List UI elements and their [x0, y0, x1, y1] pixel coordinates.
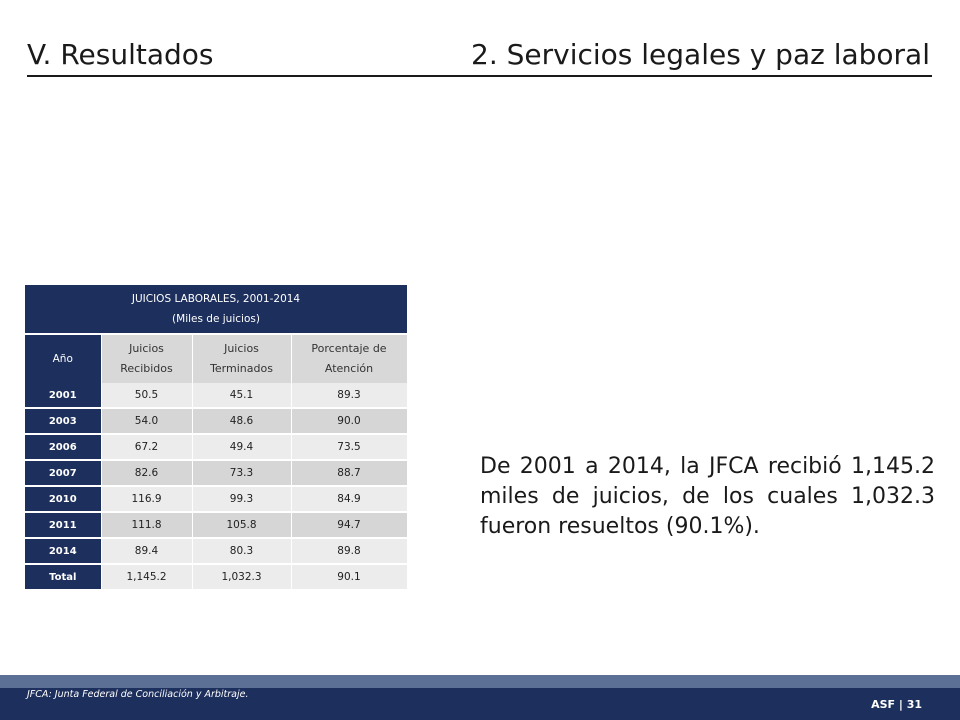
subsection-title: 2. Servicios legales y paz laboral	[471, 38, 930, 71]
terminados-cell: 45.1	[192, 383, 292, 409]
table-body: 2001 50.5 45.1 89.3 2003 54.0 48.6 90.0 2006 67.2…	[25, 383, 408, 591]
table-row: 2006 67.2 49.4 73.5	[25, 434, 408, 461]
porcentaje-cell: 89.8	[291, 538, 408, 565]
table-header-row: Año Juicios Recibidos Juicios Terminados…	[25, 334, 408, 383]
terminados-cell: 49.4	[192, 434, 292, 461]
column-header-year: Año	[25, 334, 102, 383]
column-header-terminados: Juicios Terminados	[192, 334, 292, 383]
recibidos-cell: 89.4	[101, 538, 193, 565]
recibidos-cell: 1,145.2	[101, 564, 193, 591]
year-cell: 2001	[25, 383, 102, 409]
recibidos-cell: 54.0	[101, 408, 193, 435]
terminados-cell: 48.6	[192, 408, 292, 435]
recibidos-cell: 67.2	[101, 434, 193, 461]
table-subtitle: (Miles de juicios)	[172, 313, 260, 325]
footer-note: JFCA: Junta Federal de Conciliación y Ar…	[27, 689, 249, 700]
porcentaje-cell: 88.7	[291, 460, 408, 487]
table-caption: JUICIOS LABORALES, 2001-2014 (Miles de j…	[25, 285, 407, 335]
year-cell: 2010	[25, 486, 102, 513]
table-row: 2003 54.0 48.6 90.0	[25, 408, 408, 435]
page-number: ASF | 31	[871, 698, 922, 711]
terminados-cell: 105.8	[192, 512, 292, 539]
table-row: 2007 82.6 73.3 88.7	[25, 460, 408, 487]
table-row: 2011 111.8 105.8 94.7	[25, 512, 408, 539]
table-title: JUICIOS LABORALES, 2001-2014	[131, 293, 301, 305]
terminados-cell: 99.3	[192, 486, 292, 513]
terminados-cell: 73.3	[192, 460, 292, 487]
year-cell: 2006	[25, 434, 102, 461]
title-divider	[27, 75, 932, 77]
table-row: 2014 89.4 80.3 89.8	[25, 538, 408, 565]
terminados-cell: 1,032.3	[192, 564, 292, 591]
year-cell: 2003	[25, 408, 102, 435]
porcentaje-cell: 90.0	[291, 408, 408, 435]
porcentaje-cell: 89.3	[291, 383, 408, 409]
porcentaje-cell: 90.1	[291, 564, 408, 591]
section-title: V. Resultados	[27, 38, 214, 71]
recibidos-cell: 50.5	[101, 383, 193, 409]
table-row: Total 1,145.2 1,032.3 90.1	[25, 564, 408, 591]
recibidos-cell: 116.9	[101, 486, 193, 513]
table-row: 2010 116.9 99.3 84.9	[25, 486, 408, 513]
column-header-porcentaje: Porcentaje de Atención	[291, 334, 408, 383]
summary-paragraph: De 2001 a 2014, la JFCA recibió 1,145.2 …	[480, 454, 935, 539]
year-cell: 2007	[25, 460, 102, 487]
terminados-cell: 80.3	[192, 538, 292, 565]
table-row: 2001 50.5 45.1 89.3	[25, 383, 408, 409]
year-cell: Total	[25, 564, 102, 591]
footer-band	[0, 675, 960, 691]
juicios-laborales-table: JUICIOS LABORALES, 2001-2014 (Miles de j…	[25, 285, 408, 591]
porcentaje-cell: 94.7	[291, 512, 408, 539]
porcentaje-cell: 84.9	[291, 486, 408, 513]
year-cell: 2014	[25, 538, 102, 565]
porcentaje-cell: 73.5	[291, 434, 408, 461]
year-cell: 2011	[25, 512, 102, 539]
recibidos-cell: 111.8	[101, 512, 193, 539]
footer-bar	[0, 688, 960, 720]
column-header-recibidos: Juicios Recibidos	[101, 334, 193, 383]
recibidos-cell: 82.6	[101, 460, 193, 487]
